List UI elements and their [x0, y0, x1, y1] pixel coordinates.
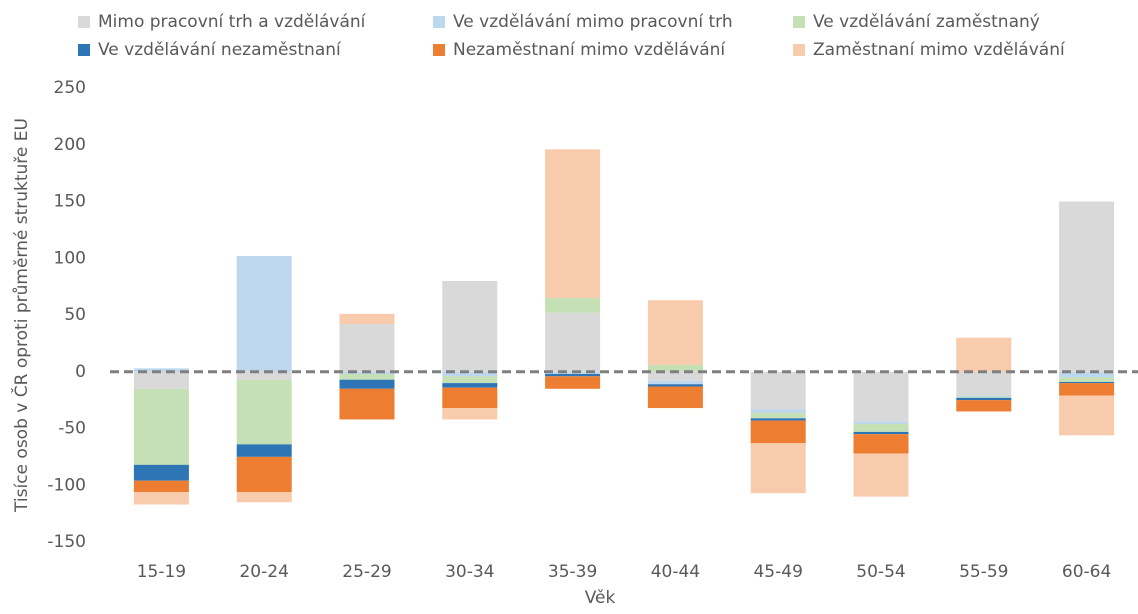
- x-tick-label: 25-29: [342, 562, 391, 582]
- legend-label: Nezaměstnaní mimo vzdělávání: [453, 40, 726, 60]
- bar-segment: [133, 388, 189, 465]
- bar-segment: [647, 384, 703, 387]
- bar-segment: [853, 434, 909, 454]
- bar-segment: [133, 492, 189, 505]
- bar-segment: [956, 395, 1012, 397]
- bar-segment: [750, 418, 806, 421]
- bar-segment: [442, 376, 498, 384]
- bar-segment: [1059, 383, 1115, 396]
- legend-swatch: [78, 44, 90, 56]
- legend-label: Ve vzdělávání zaměstnaný: [813, 12, 1040, 32]
- bar-segment: [545, 297, 601, 313]
- bar-segment: [1059, 377, 1115, 382]
- bar-segment: [339, 313, 395, 325]
- bar-segment: [647, 364, 703, 372]
- x-tick-label: 30-34: [445, 562, 494, 582]
- bar-segment: [442, 371, 498, 377]
- legend-label: Ve vzdělávání mimo pracovní trh: [453, 12, 733, 32]
- x-tick-label: 55-59: [959, 562, 1008, 582]
- y-tick-label: 0: [75, 362, 86, 382]
- legend-swatch: [793, 16, 805, 28]
- bar-segment: [647, 300, 703, 365]
- bar-segment: [750, 409, 806, 413]
- bar-segment: [956, 400, 1012, 412]
- bar-segment: [236, 255, 292, 372]
- bar-segment: [133, 371, 189, 389]
- x-tick-label: 35-39: [548, 562, 597, 582]
- y-tick-label: -150: [47, 532, 86, 552]
- bar-segment: [956, 396, 1012, 398]
- bar-segment: [442, 387, 498, 409]
- bar-segment: [236, 444, 292, 457]
- legend-swatch: [793, 44, 805, 56]
- legend-label: Ve vzdělávání nezaměstnaní: [98, 40, 342, 60]
- y-tick-label: -50: [58, 419, 86, 439]
- y-tick-label: 150: [54, 192, 86, 212]
- bar-segment: [442, 383, 498, 388]
- bar-segment: [853, 421, 909, 424]
- bar-segment: [1059, 395, 1115, 436]
- bar-segment: [1059, 381, 1115, 384]
- bar-segment: [750, 371, 806, 410]
- bar-segment: [750, 420, 806, 444]
- bar-segment: [236, 371, 292, 380]
- legend-label: Mimo pracovní trh a vzdělávání: [98, 12, 367, 32]
- y-tick-label: 200: [54, 135, 86, 155]
- bar-segment: [339, 324, 395, 372]
- bar-segment: [853, 423, 909, 432]
- legend-swatch: [433, 44, 445, 56]
- bar-segment: [133, 368, 189, 372]
- bar-segment: [647, 371, 703, 381]
- bar-segment: [1059, 201, 1115, 372]
- x-tick-label: 60-64: [1062, 562, 1111, 582]
- bar-segment: [236, 492, 292, 503]
- bar-segment: [853, 371, 909, 422]
- bar-segment: [545, 312, 601, 372]
- bar-segment: [133, 480, 189, 493]
- bar-segment: [853, 431, 909, 435]
- x-tick-label: 50-54: [856, 562, 905, 582]
- legend-label: Zaměstnaní mimo vzdělávání: [813, 40, 1066, 60]
- bar-segment: [442, 280, 498, 372]
- bar-segment: [647, 386, 703, 409]
- bar-segment: [956, 371, 1012, 396]
- bar-segment: [750, 443, 806, 494]
- x-tick-label: 20-24: [239, 562, 288, 582]
- legend-swatch: [433, 16, 445, 28]
- x-tick-label: 45-49: [753, 562, 802, 582]
- y-axis-title: Tisíce osob v ČR oproti průměrné struktu…: [10, 118, 32, 513]
- legend-swatch: [78, 16, 90, 28]
- y-tick-label: 250: [54, 78, 86, 98]
- bar-segment: [133, 464, 189, 481]
- bar-segment: [545, 374, 601, 377]
- bar-segment: [442, 408, 498, 420]
- x-tick-label: 40-44: [651, 562, 700, 582]
- bar-segment: [853, 453, 909, 497]
- bar-segment: [956, 337, 1012, 372]
- bar-segment: [956, 397, 1012, 401]
- bar-segment: [339, 388, 395, 420]
- bar-segment: [545, 376, 601, 389]
- x-axis-title: Věk: [585, 588, 616, 608]
- bar-segment: [236, 456, 292, 493]
- bar-segment: [236, 379, 292, 445]
- bar-segment: [647, 380, 703, 385]
- bar-segment: [545, 149, 601, 298]
- bar-segment: [750, 412, 806, 419]
- x-tick-label: 15-19: [137, 562, 186, 582]
- y-tick-label: 50: [64, 305, 86, 325]
- bar-segment: [1059, 371, 1115, 378]
- y-tick-label: -100: [47, 475, 86, 495]
- y-tick-label: 100: [54, 248, 86, 268]
- bar-segment: [339, 379, 395, 389]
- bar-segment: [339, 374, 395, 380]
